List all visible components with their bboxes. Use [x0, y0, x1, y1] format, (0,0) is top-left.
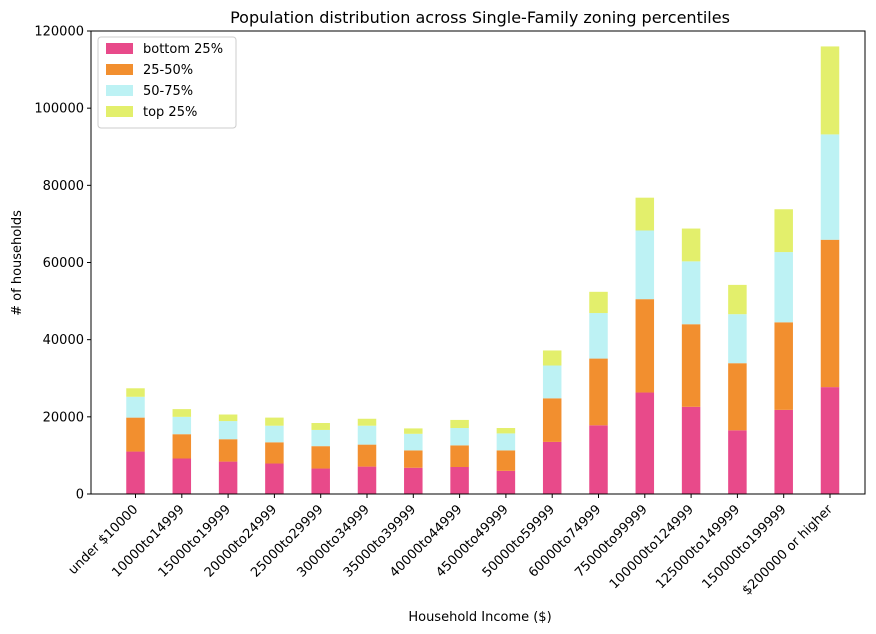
- bar-segment-3-8: [450, 428, 469, 446]
- bar-segment-3-2: [172, 416, 192, 435]
- y-tick-label: 120000: [34, 25, 84, 40]
- bar-segment-3-15: [774, 252, 793, 323]
- y-axis-label: # of households: [10, 210, 25, 316]
- bar-segment-3-4: [265, 425, 284, 443]
- bar-segment-3-7: [404, 433, 423, 451]
- bar-segment-4-14: [728, 284, 747, 315]
- legend-label: 25-50%: [143, 63, 193, 78]
- bar-segment-1-7: [404, 467, 423, 494]
- bar-segment-1-12: [635, 392, 655, 494]
- bar-segment-1-10: [542, 441, 562, 494]
- bar-segment-4-13: [681, 228, 701, 262]
- bar-segment-4-1: [126, 388, 145, 397]
- y-tick-label: 60000: [43, 256, 84, 271]
- legend-box: [97, 36, 237, 129]
- legend-label: 50-75%: [143, 84, 193, 99]
- bar-segment-2-8: [450, 445, 469, 467]
- bar-segment-1-14: [728, 430, 747, 494]
- chart-title: Population distribution across Single-Fa…: [230, 8, 730, 27]
- legend-swatch: [106, 43, 133, 54]
- x-tick-label: 125000to149999: [653, 502, 743, 592]
- bar-segment-2-6: [357, 444, 377, 467]
- bar-segment-1-4: [265, 463, 284, 494]
- bar-segment-1-6: [357, 466, 377, 494]
- bar-segment-2-10: [542, 398, 562, 442]
- bar-segment-2-9: [496, 450, 516, 471]
- bar-segment-2-5: [311, 446, 330, 469]
- bar-segment-1-16: [820, 387, 840, 494]
- bar-segment-3-14: [728, 314, 747, 364]
- bar-segment-2-7: [404, 450, 423, 468]
- y-tick-label: 40000: [43, 333, 84, 348]
- x-tick-label: $200000 or higher: [740, 502, 837, 599]
- bar-segment-4-10: [542, 350, 562, 366]
- y-axis: 0 20000 40000 60000 80000 100000 120000: [34, 25, 91, 503]
- bar-segment-4-3: [218, 414, 238, 422]
- bar-segment-1-3: [218, 461, 238, 494]
- legend-swatch: [106, 64, 133, 75]
- bars-group: [126, 46, 840, 494]
- bar-segment-4-15: [774, 209, 793, 253]
- bar-segment-2-4: [265, 442, 284, 464]
- bar-segment-3-11: [589, 313, 608, 359]
- bar-segment-3-1: [126, 396, 145, 418]
- bar-segment-1-15: [774, 409, 793, 494]
- bar-segment-4-11: [589, 291, 608, 314]
- y-tick-label: 20000: [43, 410, 84, 425]
- bar-segment-1-9: [496, 470, 516, 494]
- bar-segment-2-1: [126, 417, 145, 452]
- bar-segment-4-8: [450, 419, 469, 429]
- bar-segment-2-13: [681, 324, 701, 407]
- bar-segment-3-6: [357, 425, 377, 445]
- bar-segment-3-9: [496, 433, 516, 451]
- bar-segment-4-16: [820, 46, 840, 135]
- bar-segment-1-8: [450, 466, 469, 494]
- bar-segment-2-15: [774, 322, 793, 410]
- plot-frame: [90, 30, 866, 495]
- bar-segment-3-16: [820, 134, 840, 240]
- x-tick-label: 150000to199999: [700, 502, 790, 592]
- y-tick-label: 100000: [34, 102, 84, 117]
- x-axis-label: Household Income ($): [408, 610, 551, 625]
- bar-segment-4-9: [496, 428, 516, 434]
- bar-segment-2-14: [728, 363, 747, 431]
- bar-segment-2-11: [589, 358, 608, 426]
- bar-segment-3-12: [635, 230, 655, 300]
- bar-segment-1-1: [126, 451, 145, 494]
- y-tick-label: 80000: [43, 179, 84, 194]
- legend: bottom 25% 25-50% 50-75% top 25%: [97, 36, 237, 129]
- bar-segment-4-6: [357, 418, 377, 426]
- bar-segment-2-12: [635, 299, 655, 393]
- bar-segment-1-13: [681, 406, 701, 494]
- x-tick-label: 100000to124999: [607, 502, 697, 592]
- bar-segment-4-5: [311, 423, 330, 430]
- legend-swatch: [106, 85, 133, 96]
- legend-label: bottom 25%: [143, 42, 223, 57]
- legend-label: top 25%: [143, 105, 197, 120]
- bar-segment-4-4: [265, 417, 284, 426]
- bar-segment-1-2: [172, 458, 192, 494]
- bar-segment-1-5: [311, 468, 330, 494]
- bar-segment-3-10: [542, 365, 562, 399]
- y-tick-label: 0: [76, 488, 84, 503]
- bar-segment-2-3: [218, 439, 238, 462]
- bar-segment-3-5: [311, 429, 330, 447]
- bar-segment-4-2: [172, 409, 192, 417]
- legend-swatch: [106, 106, 133, 117]
- bar-segment-4-7: [404, 428, 423, 434]
- bar-segment-1-11: [589, 425, 608, 494]
- bar-segment-2-2: [172, 434, 192, 459]
- x-axis: under $1000010000to1499915000to199992000…: [66, 494, 837, 599]
- bar-segment-4-12: [635, 197, 655, 231]
- bar-segment-2-16: [820, 239, 840, 388]
- bar-segment-3-3: [218, 421, 238, 440]
- bar-segment-3-13: [681, 261, 701, 325]
